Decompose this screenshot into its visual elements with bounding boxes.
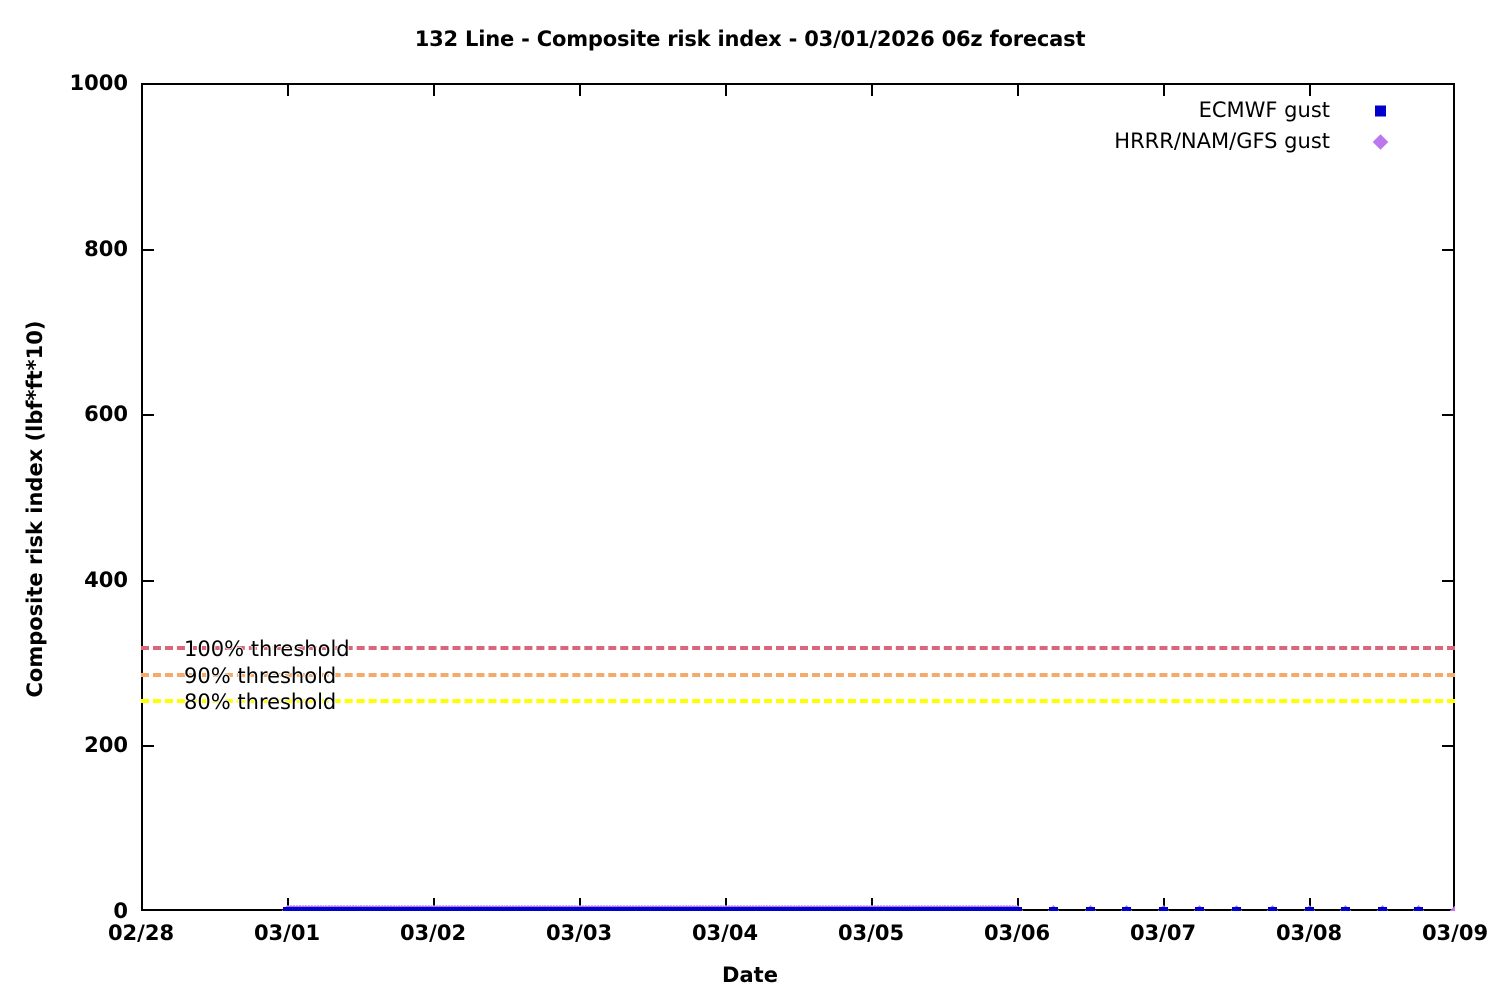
x-axis-tick <box>433 898 435 911</box>
x-axis-tick-label: 03/06 <box>983 921 1051 945</box>
y-axis-title: Composite risk index (lbf*ft*10) <box>23 320 47 698</box>
y-axis-tick <box>1442 414 1455 417</box>
data-point <box>1414 906 1423 911</box>
x-axis-tick-label: 03/03 <box>545 921 613 945</box>
y-axis-tick-label: 800 <box>84 236 128 261</box>
data-point <box>1195 906 1204 911</box>
y-axis-tick-label: 600 <box>84 402 128 427</box>
y-axis-tick <box>141 83 154 85</box>
x-axis-tick-label: 02/28 <box>107 921 175 945</box>
x-axis-tick-label: 03/01 <box>253 921 321 945</box>
y-axis-tick <box>1442 745 1455 748</box>
y-axis-tick-label: 1000 <box>69 71 128 95</box>
x-axis-tick <box>725 83 727 96</box>
diamond-marker-icon <box>1372 133 1389 150</box>
x-axis-tick <box>287 898 289 911</box>
data-point <box>1341 906 1350 911</box>
data-series-layer <box>141 83 1455 911</box>
threshold-line <box>141 672 1455 677</box>
y-axis-tick <box>141 579 154 582</box>
x-axis-tick <box>1163 83 1165 96</box>
data-point <box>1085 906 1095 911</box>
square-marker-icon <box>1375 105 1386 116</box>
threshold-label: 90% threshold <box>184 663 337 688</box>
x-axis-tick <box>1017 83 1019 96</box>
threshold-line <box>141 699 1455 704</box>
legend-item-ecmwf-gust[interactable]: ECMWF gust <box>1080 95 1400 126</box>
y-axis-tick-label: 200 <box>84 733 128 758</box>
x-axis-tick-label: 03/02 <box>399 921 467 945</box>
plot-area <box>141 83 1455 911</box>
x-axis-tick <box>871 83 873 96</box>
x-axis-tick <box>141 83 143 96</box>
data-point <box>1304 906 1314 911</box>
y-axis-tick <box>1442 83 1455 85</box>
data-point <box>1377 906 1387 911</box>
data-point <box>1049 906 1058 911</box>
x-axis-tick <box>1309 83 1311 96</box>
legend-label: ECMWF gust <box>1198 98 1330 122</box>
data-point <box>1158 906 1168 911</box>
y-axis-tick <box>141 248 154 251</box>
x-axis-tick-label: 03/08 <box>1275 921 1343 945</box>
data-point <box>1268 906 1277 911</box>
x-axis-tick <box>433 83 435 96</box>
x-axis-tick <box>579 898 581 911</box>
y-axis-tick <box>141 414 154 417</box>
threshold-label: 100% threshold <box>184 637 350 662</box>
x-axis-tick <box>725 898 727 911</box>
data-point <box>1448 904 1455 911</box>
y-axis-tick <box>1442 248 1455 251</box>
legend-label: HRRR/NAM/GFS gust <box>1114 129 1330 153</box>
data-point <box>1231 906 1241 911</box>
data-point <box>1122 906 1131 911</box>
plot-frame <box>141 83 1455 911</box>
y-axis-tick-label: 0 <box>113 899 128 923</box>
x-axis-tick <box>579 83 581 96</box>
x-axis-tick-label: 03/09 <box>1421 921 1489 945</box>
x-axis-title: Date <box>722 963 778 987</box>
data-point <box>1012 906 1022 911</box>
x-axis-tick <box>1309 898 1311 911</box>
x-axis-tick <box>141 898 143 911</box>
y-axis-tick-label: 400 <box>84 567 128 592</box>
x-axis-tick-label: 03/07 <box>1129 921 1197 945</box>
y-axis-tick <box>141 745 154 748</box>
chart-title: 132 Line - Composite risk index - 03/01/… <box>414 27 1086 51</box>
legend: ECMWF gust HRRR/NAM/GFS gust <box>1080 95 1400 157</box>
x-axis-tick <box>287 83 289 96</box>
y-axis-tick <box>1442 579 1455 582</box>
x-axis-tick-label: 03/05 <box>837 921 905 945</box>
x-axis-tick <box>871 898 873 911</box>
threshold-label: 80% threshold <box>184 690 337 715</box>
x-axis-tick-label: 03/04 <box>691 921 759 945</box>
x-axis-tick <box>1017 898 1019 911</box>
threshold-line <box>141 646 1455 651</box>
x-axis-tick <box>1163 898 1165 911</box>
legend-item-hrrr-nam-gfs-gust[interactable]: HRRR/NAM/GFS gust <box>1080 126 1400 157</box>
